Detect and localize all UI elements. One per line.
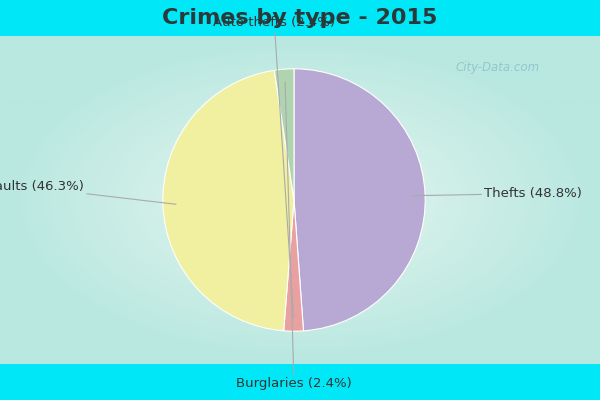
Text: Thefts (48.8%): Thefts (48.8%) (412, 187, 582, 200)
Wedge shape (163, 70, 294, 331)
Wedge shape (284, 200, 304, 331)
Text: Burglaries (2.4%): Burglaries (2.4%) (236, 82, 352, 390)
Wedge shape (274, 69, 294, 200)
Text: Assaults (46.3%): Assaults (46.3%) (0, 180, 176, 204)
Text: Crimes by type - 2015: Crimes by type - 2015 (163, 8, 437, 28)
Text: Auto thefts (2.4%): Auto thefts (2.4%) (214, 16, 335, 318)
Text: City-Data.com: City-Data.com (456, 62, 540, 74)
Wedge shape (294, 69, 425, 331)
